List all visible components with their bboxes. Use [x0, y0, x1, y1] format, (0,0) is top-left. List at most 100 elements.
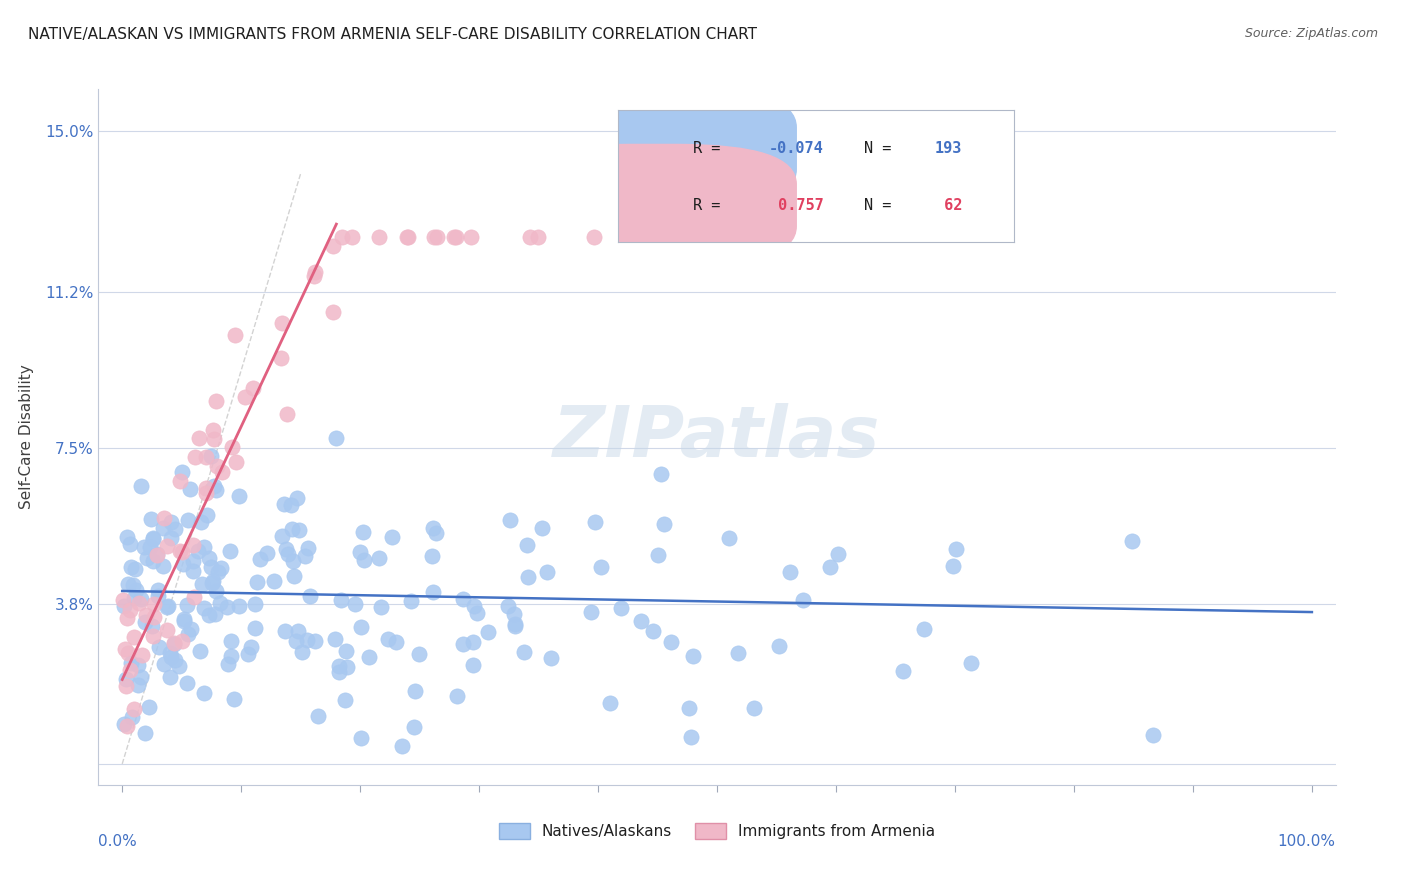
Point: [420, 549, 443, 563]
Point: [329, 593, 352, 607]
Point: [659, 635, 682, 649]
Point: [127, 658, 149, 673]
Point: [1142, 728, 1164, 742]
Point: [190, 515, 212, 529]
Text: NATIVE/ALASKAN VS IMMIGRANTS FROM ARMENIA SELF-CARE DISABILITY CORRELATION CHART: NATIVE/ALASKAN VS IMMIGRANTS FROM ARMENI…: [28, 27, 756, 42]
Point: [516, 538, 538, 552]
Point: [202, 432, 225, 446]
Point: [349, 545, 371, 559]
Point: [333, 693, 356, 707]
Point: [180, 622, 202, 636]
Point: [519, 229, 541, 244]
Point: [239, 640, 262, 654]
Point: [122, 591, 145, 606]
Point: [122, 630, 145, 644]
Point: [142, 629, 165, 643]
Point: [343, 597, 366, 611]
Point: [243, 622, 266, 636]
Point: [426, 229, 449, 244]
Point: [112, 593, 135, 607]
Point: [224, 328, 246, 343]
Point: [148, 583, 170, 598]
Point: [163, 653, 186, 667]
Point: [242, 381, 264, 395]
Point: [526, 229, 548, 244]
Point: [377, 632, 399, 646]
Point: [183, 590, 205, 604]
Point: [942, 559, 965, 574]
Point: [288, 523, 311, 537]
Point: [156, 623, 179, 637]
Point: [152, 511, 174, 525]
Point: [195, 508, 218, 522]
Point: [163, 637, 186, 651]
Point: [143, 610, 166, 624]
Point: [129, 479, 152, 493]
Point: [678, 700, 700, 714]
Point: [120, 656, 142, 670]
Point: [165, 522, 187, 536]
Point: [193, 600, 215, 615]
Point: [228, 599, 250, 614]
Point: [652, 516, 675, 531]
Point: [169, 544, 191, 558]
Text: 100.0%: 100.0%: [1278, 834, 1336, 848]
Point: [219, 649, 242, 664]
Point: [285, 633, 308, 648]
Point: [283, 568, 305, 582]
Point: [115, 719, 138, 733]
Point: [125, 582, 148, 597]
Point: [211, 465, 233, 479]
Point: [460, 229, 482, 244]
Point: [218, 544, 240, 558]
Point: [422, 521, 444, 535]
Point: [156, 600, 179, 615]
Point: [176, 676, 198, 690]
Point: [169, 474, 191, 488]
Point: [115, 611, 138, 625]
Point: [148, 640, 170, 655]
Point: [173, 614, 195, 628]
Point: [139, 540, 162, 554]
Point: [152, 521, 174, 535]
Point: [270, 351, 292, 365]
Point: [742, 701, 765, 715]
Point: [408, 647, 430, 661]
Point: [827, 547, 849, 561]
Point: [142, 598, 165, 612]
Y-axis label: Self-Care Disability: Self-Care Disability: [20, 365, 34, 509]
Point: [446, 690, 468, 704]
Point: [193, 686, 215, 700]
Point: [332, 229, 354, 244]
Point: [128, 596, 150, 610]
Point: [204, 607, 226, 621]
Point: [396, 229, 419, 244]
Point: [779, 565, 801, 579]
Legend: Natives/Alaskans, Immigrants from Armenia: Natives/Alaskans, Immigrants from Armeni…: [492, 815, 942, 847]
Point: [121, 710, 143, 724]
Point: [297, 541, 319, 555]
Point: [114, 642, 136, 657]
Point: [118, 603, 141, 617]
Point: [152, 559, 174, 574]
Point: [188, 644, 211, 658]
Point: [186, 544, 208, 558]
Point: [463, 599, 485, 613]
Point: [221, 633, 243, 648]
Point: [236, 648, 259, 662]
Point: [423, 229, 446, 244]
Point: [350, 731, 373, 746]
Point: [115, 680, 138, 694]
Point: [163, 636, 186, 650]
Point: [263, 574, 285, 588]
Point: [156, 599, 179, 613]
Point: [536, 566, 558, 580]
Point: [222, 691, 245, 706]
Point: [385, 635, 408, 649]
Point: [202, 574, 225, 589]
Point: [129, 670, 152, 684]
Point: [146, 547, 169, 561]
Point: [205, 459, 228, 474]
Point: [370, 599, 392, 614]
Point: [581, 605, 603, 619]
